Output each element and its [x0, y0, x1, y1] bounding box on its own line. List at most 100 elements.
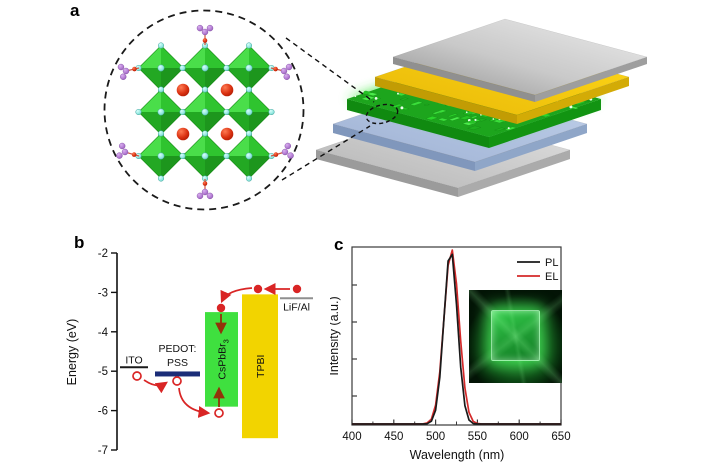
wavelength-tick-label: 650 [551, 431, 570, 443]
electron-dot-cathode [292, 284, 302, 294]
wavelength-tick-label: 600 [510, 431, 529, 443]
octahedron [223, 130, 275, 182]
wavelength-tick-label: 400 [342, 431, 361, 443]
legend: PL EL [517, 257, 558, 283]
energy-tick-label: -4 [98, 327, 109, 339]
energy-tick-label: -6 [98, 406, 108, 418]
electron-dot-perovskite [216, 303, 226, 313]
perovskite-lattice [116, 24, 294, 200]
legend-label-el: EL [545, 271, 558, 283]
hole-circle-pedot [172, 376, 182, 386]
cs-ion [176, 83, 190, 97]
halide-ion [179, 108, 186, 116]
halide-ion [201, 130, 209, 137]
hole-injection-arrow-2 [178, 387, 211, 418]
x-axis-label: Wavelength (nm) [410, 448, 505, 462]
surface-ligand [270, 63, 293, 80]
wavelength-tick-label: 550 [468, 431, 487, 443]
plot-ticks: 400 450 500 550 600 650 [342, 284, 571, 443]
level-label: PEDOT: [159, 343, 197, 355]
cs-ion [220, 83, 234, 97]
halide-ion [245, 42, 253, 49]
wavelength-tick-label: 500 [426, 431, 445, 443]
surface-ligand [196, 179, 214, 200]
halide-ion [245, 130, 253, 137]
halide-ion [223, 152, 230, 160]
hole-circle-perovskite [214, 408, 224, 418]
magnifier-circle [103, 9, 305, 211]
halide-ion [201, 152, 209, 160]
legend-label-pl: PL [545, 257, 558, 269]
surface-ligand [117, 63, 140, 80]
halide-ion [201, 86, 209, 93]
curve-pl [352, 253, 561, 425]
halide-ion [179, 152, 186, 160]
level-pedot-pss: PEDOT: PSS [155, 343, 200, 377]
halide-ion [245, 175, 253, 182]
spectra-plot: 400 450 500 550 600 650 PL EL Wavelength (nm)… [327, 246, 571, 462]
halide-ion [157, 64, 165, 72]
y-axis-label: Intensity (a.u.) [330, 296, 341, 375]
surface-ligand [270, 142, 294, 159]
level-label: CsPbBr3 [217, 339, 231, 379]
halide-ion [157, 175, 165, 182]
halide-ion [245, 108, 253, 116]
wavelength-tick-label: 450 [384, 431, 403, 443]
level-label: ITO [125, 354, 142, 366]
energy-tick-label: -7 [98, 445, 108, 457]
panel-c-spectra: 400 450 500 550 600 650 PL EL Wavelength (nm)… [327, 232, 650, 466]
spectra-curves [352, 249, 561, 425]
magnifier-line-top [285, 37, 375, 103]
level-ito: ITO [120, 354, 148, 369]
cs-ion [176, 127, 190, 141]
device-photo-inset [469, 290, 562, 383]
panel-b-label: b [74, 233, 85, 252]
halide-ion [245, 64, 253, 72]
halide-ion [268, 108, 275, 116]
halide-ion [135, 108, 142, 116]
halide-ion [157, 152, 165, 160]
electron-dot-tpbi [253, 284, 263, 294]
panel-b-energy-diagram: -2 -3 -4 -5 -6 -7 Energy (eV) ITO PEDOT: PSS CsP… [65, 248, 313, 457]
halide-ion [157, 86, 165, 93]
magnified-region-ellipse [365, 103, 399, 125]
octahedron [179, 42, 231, 94]
energy-axis: -2 -3 -4 -5 -6 -7 [98, 248, 118, 457]
halide-ion [223, 64, 230, 72]
halide-ion [157, 108, 165, 116]
halide-ion [157, 130, 165, 137]
octahedron [179, 130, 231, 182]
panel-c-label: c [334, 235, 344, 254]
energy-tick-label: -3 [98, 287, 108, 299]
halide-ion [201, 64, 209, 72]
halide-ion [223, 108, 230, 116]
level-lif-al: LiF/Al [280, 297, 313, 313]
halide-ion [245, 152, 253, 160]
level-tpbi: TPBI [242, 294, 278, 439]
carrier-arrows [132, 283, 302, 418]
surface-ligand [116, 142, 140, 159]
cs-ion [220, 127, 234, 141]
octahedron [223, 42, 275, 94]
panel-a-label: a [70, 1, 80, 20]
energy-tick-label: -5 [98, 366, 108, 378]
energy-axis-label: Energy (eV) [65, 319, 79, 386]
level-label-2: PSS [167, 357, 188, 369]
halide-ion [201, 108, 209, 116]
electron-injection-arrow [220, 287, 253, 304]
surface-ligand [196, 24, 214, 45]
halide-ion [179, 64, 186, 72]
energy-tick-label: -2 [98, 248, 108, 260]
halide-ion [157, 42, 165, 49]
panel-a-schematic [103, 9, 648, 211]
level-label: LiF/Al [283, 301, 310, 313]
device-stack [315, 18, 648, 197]
hole-injection-arrow-1 [143, 379, 168, 394]
octahedron [223, 86, 275, 138]
level-label: TPBI [255, 355, 267, 378]
halide-ion [245, 86, 253, 93]
top-electrode-plate [392, 18, 648, 102]
magnifier-connectors [281, 37, 399, 181]
hole-circle-ito [132, 371, 142, 381]
